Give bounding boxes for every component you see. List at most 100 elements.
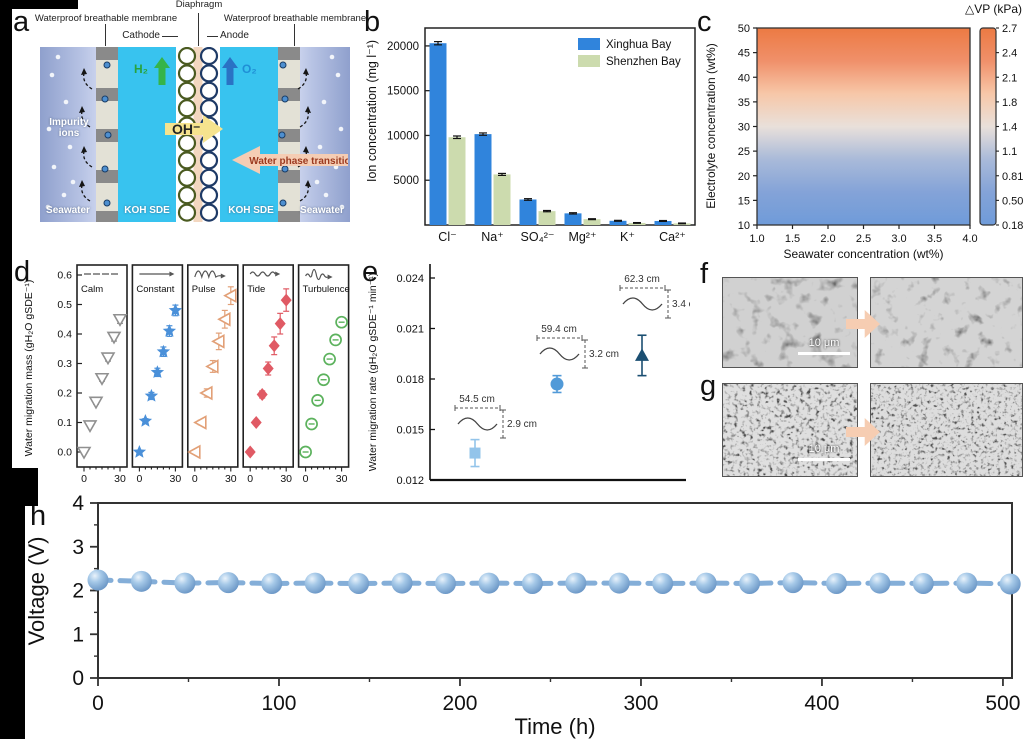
voltage-point — [869, 572, 891, 594]
diaphragm-label: Diaphragm — [175, 0, 223, 10]
koh-sde-right-label: KOH SDE — [228, 205, 274, 216]
anode-pointer-line — [207, 36, 218, 37]
impurity-dots-graphic-right — [278, 54, 345, 210]
water-droplets — [278, 61, 289, 207]
oh-flux-arrow: OH⁻ — [165, 115, 223, 143]
bar — [609, 220, 627, 225]
svg-text:4: 4 — [72, 492, 84, 515]
voltage-point — [435, 573, 457, 594]
anode-label: Anode — [220, 30, 249, 41]
bar — [583, 219, 601, 225]
wave-annotation: 54.5 cm 2.9 cm — [454, 394, 537, 439]
scale-bar-g — [798, 458, 850, 461]
svg-text:3.5: 3.5 — [927, 233, 942, 245]
sem-image-f2 — [870, 277, 1023, 368]
scale-bar-f — [798, 352, 850, 355]
svg-text:15000: 15000 — [387, 86, 419, 98]
svg-text:0.5: 0.5 — [57, 299, 72, 311]
svg-text:30: 30 — [225, 473, 237, 485]
svg-text:300: 300 — [623, 692, 658, 715]
svg-text:0.024: 0.024 — [396, 273, 424, 285]
cathode-pointer-line — [162, 36, 178, 37]
svg-text:0.18: 0.18 — [1002, 220, 1023, 232]
membrane-right-pointer-line — [294, 24, 295, 46]
voltage-point — [217, 572, 239, 594]
svg-text:2.7: 2.7 — [1002, 23, 1017, 35]
svg-text:Pulse: Pulse — [192, 284, 216, 295]
panel-h-chart: 0 1 2 3 4 0 100 200 300 400 500 Voltage (V) Time (h) — [24, 492, 1021, 739]
svg-text:0.3: 0.3 — [57, 358, 72, 370]
cathode-label: Cathode — [122, 30, 160, 41]
svg-text:5000: 5000 — [393, 175, 419, 187]
wave-annotation: 62.3 cm 3.4 cm — [619, 274, 690, 319]
svg-text:15: 15 — [738, 195, 750, 207]
svg-text:4.0: 4.0 — [962, 233, 977, 245]
svg-text:Electrolyte concentration (wt%: Electrolyte concentration (wt%) — [704, 43, 718, 208]
voltage-point — [521, 573, 543, 594]
seawater-region-left — [40, 47, 96, 222]
svg-text:3.2 cm: 3.2 cm — [589, 349, 619, 360]
electrolyzer-diagram: H₂ O₂ Impurity ions OH⁻ Water phase tran… — [40, 46, 350, 222]
water-phase-label: Water phase transition — [249, 156, 348, 167]
svg-text:2.4: 2.4 — [1002, 48, 1017, 60]
wave-annotation: 59.4 cm 3.2 cm — [536, 324, 619, 369]
svg-text:Cl⁻: Cl⁻ — [438, 230, 456, 244]
svg-text:2.5: 2.5 — [856, 233, 871, 245]
bar — [654, 220, 672, 225]
legend: Xinghua Bay Shenzhen Bay — [578, 38, 681, 68]
voltage-point — [825, 573, 847, 594]
impurity-dots-graphic-left — [45, 54, 112, 210]
bar — [628, 222, 646, 225]
colorbar — [979, 27, 997, 226]
svg-text:0.50: 0.50 — [1002, 195, 1023, 207]
voltage-point — [999, 573, 1021, 595]
svg-text:10: 10 — [738, 220, 750, 232]
bar — [519, 199, 537, 225]
bar-chart-root: 5000 10000 15000 20000 Ion concentration (mg… — [365, 27, 696, 244]
flow-subpanel-tide: Tide 0 30 — [242, 264, 294, 485]
svg-text:30: 30 — [280, 473, 292, 485]
svg-text:2.1: 2.1 — [1002, 72, 1017, 84]
panel-a-schematic: a Diaphragm Waterproof breathable membra… — [0, 0, 366, 250]
svg-text:20: 20 — [738, 171, 750, 183]
breathable-membrane-right — [278, 47, 300, 222]
h2-up-arrow-icon — [154, 57, 170, 85]
svg-text:25: 25 — [738, 146, 750, 158]
svg-text:Seawater concentration (wt%): Seawater concentration (wt%) — [783, 247, 943, 261]
bar — [564, 213, 582, 225]
voltage-point — [348, 573, 370, 594]
panel-c-chart: 50 45 40 35 30 25 20 15 101.0 1.5 2.0 2.5 3.0 3.5 4.0 E… — [704, 2, 1023, 261]
svg-text:0: 0 — [303, 473, 309, 485]
koh-sde-left-label: KOH SDE — [124, 205, 170, 216]
voltage-point — [608, 572, 630, 594]
water-droplets — [101, 61, 112, 207]
voltage-point — [391, 572, 413, 594]
flow-scatter-root: 0.0 0.1 0.2 0.3 0.4 0.5 0.6 Water migration mas… — [23, 264, 350, 485]
svg-text:0: 0 — [81, 473, 87, 485]
svg-text:Voltage (V): Voltage (V) — [24, 537, 49, 646]
svg-text:0: 0 — [72, 667, 84, 690]
svg-text:Mg²⁺: Mg²⁺ — [568, 230, 596, 244]
svg-text:20000: 20000 — [387, 41, 419, 53]
panel-g-label: g — [700, 370, 717, 402]
svg-text:1.1: 1.1 — [1002, 146, 1017, 158]
membrane-right-label: Waterproof breathable membrane — [223, 13, 367, 24]
panel-b-chart: 5000 10000 15000 20000 Ion concentration (mg… — [365, 27, 696, 244]
flow-subpanel-pulse: Pulse 0 30 — [187, 264, 239, 485]
svg-text:40: 40 — [738, 72, 750, 84]
svg-text:SO₄²⁻: SO₄²⁻ — [521, 230, 555, 244]
svg-text:0.018: 0.018 — [396, 374, 424, 386]
flow-subpanel-constant: Constant 0 30 — [131, 264, 184, 485]
black-notch — [0, 468, 38, 506]
panel-b-label: b — [364, 6, 381, 38]
svg-text:1.4: 1.4 — [1002, 122, 1017, 134]
svg-text:2.0: 2.0 — [820, 233, 835, 245]
svg-text:Turbulence: Turbulence — [303, 284, 350, 295]
svg-text:400: 400 — [804, 692, 839, 715]
svg-text:1: 1 — [72, 623, 84, 646]
impurity-ions-label: Impurity ions — [49, 117, 89, 139]
svg-text:Xinghua Bay: Xinghua Bay — [606, 39, 671, 51]
voltage-point — [130, 570, 152, 592]
svg-text:3.4 cm: 3.4 cm — [672, 299, 690, 310]
svg-text:59.4 cm: 59.4 cm — [541, 324, 577, 335]
